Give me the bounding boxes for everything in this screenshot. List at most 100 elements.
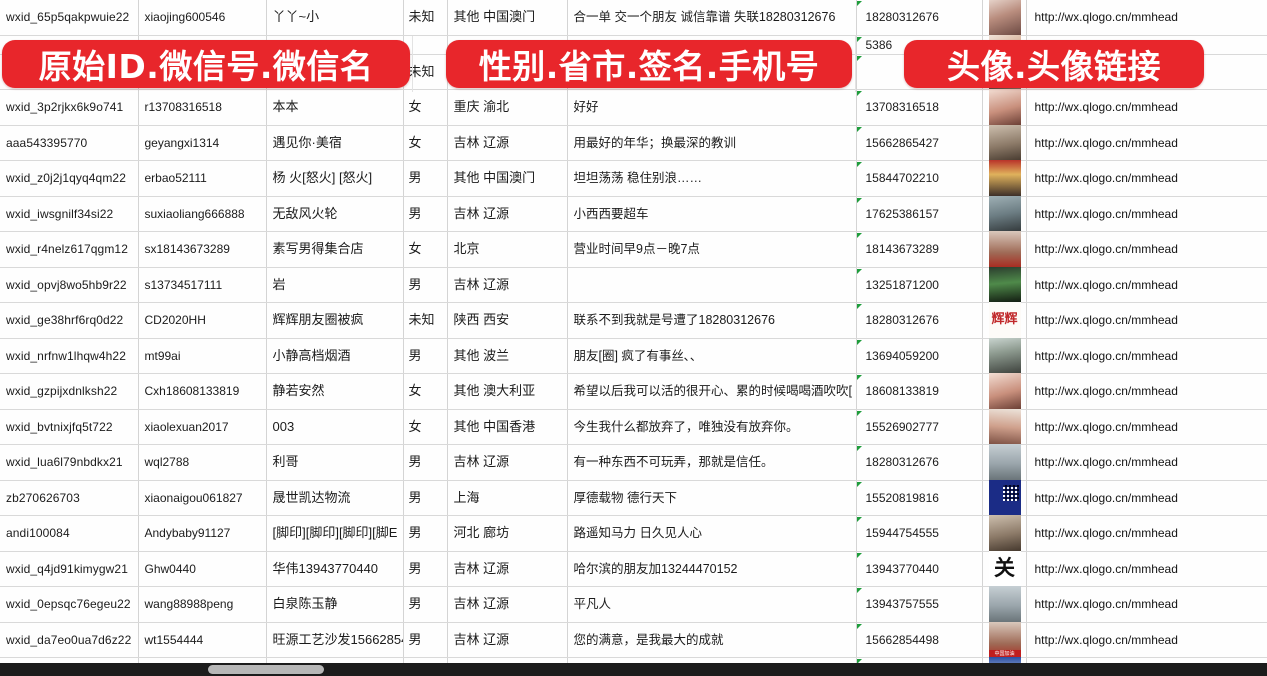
cell-signature[interactable]: 有一种东西不可玩弄，那就是信任。 <box>567 444 857 481</box>
cell-gender[interactable]: 女 <box>403 231 448 268</box>
cell-region[interactable]: 其他 中国澳门 <box>447 0 568 36</box>
cell-orig-id[interactable]: wxid_gzpijxdnlksh22 <box>0 373 139 410</box>
table-row[interactable]: wxid_gzpijxdnlksh22 Cxh18608133819 静若安然 女 其他… <box>0 373 1267 410</box>
cell-phone[interactable]: 18280312676 <box>856 444 983 481</box>
cell-region[interactable]: 吉林 辽源 <box>447 267 568 303</box>
cell-phone[interactable]: 13694059200 <box>856 338 983 374</box>
cell-orig-id[interactable]: wxid_3p2rjkx6k9o741 <box>0 89 139 126</box>
cell-gender[interactable]: 女 <box>403 125 448 161</box>
cell-nickname[interactable]: [脚印][脚印][脚印][脚E <box>266 515 404 552</box>
cell-region[interactable]: 其他 中国澳门 <box>447 160 568 197</box>
cell-gender[interactable]: 男 <box>403 338 448 374</box>
cell-nickname[interactable]: 本本 <box>266 89 404 126</box>
cell-avatar[interactable] <box>982 444 1027 481</box>
cell-avatar[interactable] <box>982 337 1027 374</box>
cell-nickname[interactable]: 晟世凯达物流 <box>266 480 404 516</box>
cell-signature[interactable]: 用最好的年华；换最深的教训 <box>567 125 857 161</box>
cell-avatar[interactable] <box>982 160 1027 197</box>
cell-region[interactable]: 吉林 辽源 <box>447 586 568 623</box>
cell-phone[interactable]: 15944754555 <box>856 515 983 552</box>
table-row[interactable]: wxid_r4nelz617qgm12 sx18143673289 素写男得集合店 女… <box>0 231 1267 268</box>
cell-orig-id[interactable]: wxid_opvj8wo5hb9r22 <box>0 267 139 303</box>
cell-signature[interactable]: 营业时间早9点－晚7点 <box>567 231 857 268</box>
cell-nickname[interactable]: 003 <box>266 409 404 445</box>
cell-phone[interactable]: 15662854498 <box>856 622 983 658</box>
cell-gender[interactable]: 男 <box>403 622 448 658</box>
cell-gender[interactable]: 未知 <box>403 302 448 339</box>
cell-orig-id[interactable]: aaa543395770 <box>0 125 139 161</box>
cell-signature[interactable]: 您的满意，是我最大的成就 <box>567 622 857 658</box>
cell-wechat-id[interactable]: xiaolexuan2017 <box>138 409 267 445</box>
cell-phone[interactable]: 18280312676 <box>856 302 983 339</box>
cell-wechat-id[interactable]: r13708316518 <box>138 89 267 126</box>
cell-wechat-id[interactable]: wang88988peng <box>138 586 267 623</box>
cell-region[interactable]: 吉林 辽源 <box>447 622 568 658</box>
cell-signature[interactable]: 厚德载物 德行天下 <box>567 480 857 516</box>
cell-avatar[interactable] <box>982 231 1027 268</box>
cell-signature[interactable]: 路遥知马力 日久见人心 <box>567 515 857 552</box>
cell-signature[interactable]: 坦坦荡荡 稳住别浪…… <box>567 160 857 197</box>
cell-nickname[interactable]: 遇见你·美宿 <box>266 125 404 161</box>
cell-avatar[interactable]: 辉辉 <box>982 302 1027 339</box>
cell-avatar[interactable] <box>982 408 1027 445</box>
table-row[interactable]: wxid_65p5qakpwuie22 xiaojing600546 丫丫~小 未知 其… <box>0 0 1267 36</box>
cell-region[interactable]: 吉林 辽源 <box>447 125 568 161</box>
cell-gender[interactable] <box>403 35 448 55</box>
cell-signature[interactable]: 联系不到我就是号遭了18280312676 <box>567 302 857 339</box>
cell-signature[interactable]: 小西西要超车 <box>567 196 857 232</box>
cell-wechat-id[interactable]: Ghw0440 <box>138 551 267 587</box>
cell-phone[interactable]: 15844702210 <box>856 160 983 197</box>
cell-wechat-id[interactable]: Andybaby91127 <box>138 515 267 552</box>
cell-gender[interactable]: 女 <box>403 373 448 410</box>
cell-avatar-url[interactable]: http://wx.qlogo.cn/mmhead <box>1026 409 1267 445</box>
cell-orig-id[interactable]: wxid_z0j2j1qyq4qm22 <box>0 160 139 197</box>
cell-avatar-url[interactable]: http://wx.qlogo.cn/mmhead <box>1026 267 1267 303</box>
cell-orig-id[interactable]: andi100084 <box>0 515 139 552</box>
cell-avatar[interactable] <box>982 586 1027 623</box>
cell-signature[interactable]: 平凡人 <box>567 586 857 623</box>
cell-wechat-id[interactable]: xiaojing600546 <box>138 0 267 36</box>
cell-nickname[interactable]: 辉辉朋友圈被疯 <box>266 302 404 339</box>
cell-orig-id[interactable]: zb270626703 <box>0 480 139 516</box>
cell-orig-id[interactable]: wxid_q4jd91kimygw21 <box>0 551 139 587</box>
table-row[interactable]: wxid_z0j2j1qyq4qm22 erbao52111 杨 火[怒火] [怒火… <box>0 160 1267 197</box>
cell-nickname[interactable]: 丫丫~小 <box>266 0 404 36</box>
cell-region[interactable]: 吉林 辽源 <box>447 196 568 232</box>
cell-region[interactable]: 河北 廊坊 <box>447 515 568 552</box>
cell-orig-id[interactable]: wxid_ge38hrf6rq0d22 <box>0 302 139 339</box>
cell-phone[interactable]: 13708316518 <box>856 89 983 126</box>
cell-region[interactable]: 重庆 渝北 <box>447 89 568 126</box>
table-row[interactable]: wxid_da7eo0ua7d6z22 wt1554444 旺源工艺沙发156628… <box>0 621 1267 658</box>
cell-avatar-url[interactable]: http://wx.qlogo.cn/mmhead <box>1026 302 1267 339</box>
cell-gender[interactable]: 男 <box>403 444 448 481</box>
cell-phone[interactable]: 13943770440 <box>856 551 983 587</box>
cell-avatar-url[interactable]: http://wx.qlogo.cn/mmhead <box>1026 196 1267 232</box>
cell-wechat-id[interactable]: mt99ai <box>138 338 267 374</box>
cell-wechat-id[interactable]: Cxh18608133819 <box>138 373 267 410</box>
cell-region[interactable]: 上海 <box>447 480 568 516</box>
table-row[interactable]: wxid_0epsqc76egeu22 wang88988peng 白泉陈玉静 男 吉林… <box>0 586 1267 623</box>
cell-gender[interactable]: 未知 <box>403 0 448 36</box>
cell-region[interactable]: 北京 <box>447 231 568 268</box>
cell-nickname[interactable]: 静若安然 <box>266 373 404 410</box>
cell-gender[interactable]: 女 <box>403 89 448 126</box>
cell-signature[interactable]: 合一单 交一个朋友 诚信靠谱 失联18280312676 <box>567 0 857 36</box>
cell-nickname[interactable]: 利哥 <box>266 444 404 481</box>
cell-avatar[interactable] <box>982 89 1027 126</box>
cell-region[interactable]: 陕西 西安 <box>447 302 568 339</box>
table-row[interactable]: aaa543395770 geyangxi1314 遇见你·美宿 女 吉林 辽源 用最好的… <box>0 124 1267 161</box>
cell-wechat-id[interactable]: erbao52111 <box>138 160 267 197</box>
cell-avatar-url[interactable]: http://wx.qlogo.cn/mmhead <box>1026 444 1267 481</box>
cell-nickname[interactable]: 白泉陈玉静 <box>266 586 404 623</box>
cell-nickname[interactable]: 华伟13943770440 <box>266 551 404 587</box>
cell-wechat-id[interactable]: CD2020HH <box>138 302 267 339</box>
cell-phone[interactable]: 15526902777 <box>856 409 983 445</box>
cell-region[interactable]: 吉林 辽源 <box>447 444 568 481</box>
cell-orig-id[interactable]: wxid_nrfnw1lhqw4h22 <box>0 338 139 374</box>
cell-avatar-url[interactable]: http://wx.qlogo.cn/mmhead <box>1026 89 1267 126</box>
cell-orig-id[interactable]: wxid_bvtnixjfq5t722 <box>0 409 139 445</box>
table-row[interactable]: wxid_lua6l79nbdkx21 wql2788 利哥 男 吉林 辽源 有一种东西不… <box>0 444 1267 481</box>
cell-signature[interactable]: 朋友[圈] 疯了有事丝､､ <box>567 338 857 374</box>
cell-avatar-url[interactable]: http://wx.qlogo.cn/mmhead <box>1026 231 1267 268</box>
cell-signature[interactable]: 今生我什么都放弃了，唯独没有放弃你。 <box>567 409 857 445</box>
